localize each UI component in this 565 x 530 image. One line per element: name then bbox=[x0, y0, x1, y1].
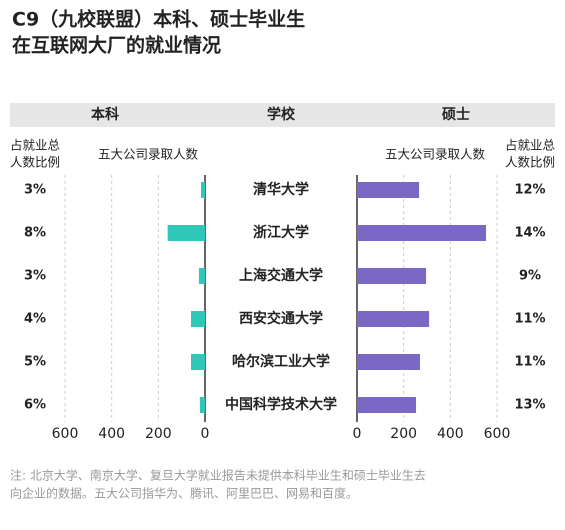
x-tick-label: 600 bbox=[484, 426, 511, 442]
share-label: 4% bbox=[24, 312, 46, 327]
share-label: 5% bbox=[24, 355, 46, 370]
share-label: 12% bbox=[514, 183, 545, 198]
bar bbox=[167, 225, 205, 241]
bar bbox=[199, 397, 205, 413]
chart-title: C9（九校联盟）本科、硕士毕业生 bbox=[12, 8, 305, 31]
bar bbox=[357, 225, 487, 241]
share-label: 6% bbox=[24, 398, 46, 413]
share-label: 13% bbox=[514, 398, 545, 413]
bar bbox=[357, 311, 430, 327]
left-header: 本科 bbox=[91, 106, 119, 123]
x-tick-label: 0 bbox=[201, 426, 210, 442]
x-tick-label: 400 bbox=[98, 426, 125, 442]
share-header: 占就业总 bbox=[10, 138, 60, 153]
share-label: 3% bbox=[24, 269, 46, 284]
bar bbox=[191, 311, 205, 327]
bar bbox=[198, 268, 205, 284]
bar bbox=[357, 268, 427, 284]
share-label: 11% bbox=[514, 355, 545, 370]
share-header: 人数比例 bbox=[10, 155, 60, 170]
x-tick-label: 200 bbox=[145, 426, 172, 442]
chart-title: 在互联网大厂的就业情况 bbox=[12, 34, 221, 57]
category-label: 清华大学 bbox=[253, 181, 309, 198]
share-label: 9% bbox=[519, 269, 541, 284]
share-header: 人数比例 bbox=[505, 155, 555, 170]
x-tick-label: 400 bbox=[437, 426, 464, 442]
bar bbox=[357, 354, 420, 370]
bar bbox=[201, 182, 205, 198]
share-label: 3% bbox=[24, 183, 46, 198]
category-label: 西安交通大学 bbox=[239, 310, 323, 327]
share-label: 11% bbox=[514, 312, 545, 327]
bar bbox=[191, 354, 205, 370]
category-label: 哈尔滨工业大学 bbox=[232, 353, 330, 370]
center-header: 学校 bbox=[267, 106, 296, 123]
bar bbox=[357, 182, 420, 198]
bar bbox=[357, 397, 417, 413]
footnote: 向企业的数据。五大公司指华为、腾讯、阿里巴巴、网易和百度。 bbox=[10, 486, 358, 501]
x-tick-label: 200 bbox=[390, 426, 417, 442]
footnote: 注: 北京大学、南京大学、复旦大学就业报告未提供本科毕业生和硕士毕业生去 bbox=[10, 468, 426, 483]
share-label: 8% bbox=[24, 226, 46, 241]
category-label: 中国科学技术大学 bbox=[225, 396, 337, 413]
x-tick-label: 600 bbox=[52, 426, 79, 442]
category-label: 上海交通大学 bbox=[239, 267, 323, 284]
value-header: 五大公司录取人数 bbox=[385, 147, 486, 162]
right-header: 硕士 bbox=[442, 106, 470, 123]
value-header: 五大公司录取人数 bbox=[98, 147, 199, 162]
header-bar bbox=[10, 103, 555, 127]
x-tick-label: 0 bbox=[353, 426, 362, 442]
category-label: 浙江大学 bbox=[253, 224, 309, 241]
share-label: 14% bbox=[514, 226, 545, 241]
share-header: 占就业总 bbox=[505, 138, 555, 153]
